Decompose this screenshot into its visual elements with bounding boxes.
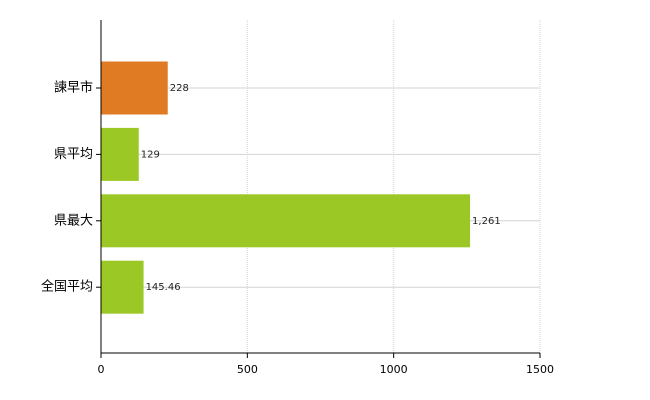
value-label: 1,261 bbox=[472, 216, 501, 227]
bar bbox=[101, 61, 168, 115]
y-tick-label: 県最大 bbox=[54, 213, 93, 228]
y-tick-label: 県平均 bbox=[54, 147, 93, 162]
x-tick-label: 0 bbox=[98, 363, 105, 376]
value-label: 145.46 bbox=[146, 282, 181, 293]
bar bbox=[101, 127, 139, 181]
bar bbox=[101, 260, 144, 314]
y-tick-label: 全国平均 bbox=[41, 279, 93, 295]
value-label: 129 bbox=[141, 149, 160, 160]
x-tick-label: 1000 bbox=[380, 363, 408, 376]
x-tick-label: 500 bbox=[237, 363, 258, 376]
x-tick-label: 1500 bbox=[526, 363, 554, 376]
y-tick-label: 諫早市 bbox=[54, 80, 93, 96]
bar bbox=[101, 194, 471, 248]
value-label: 228 bbox=[170, 83, 189, 94]
